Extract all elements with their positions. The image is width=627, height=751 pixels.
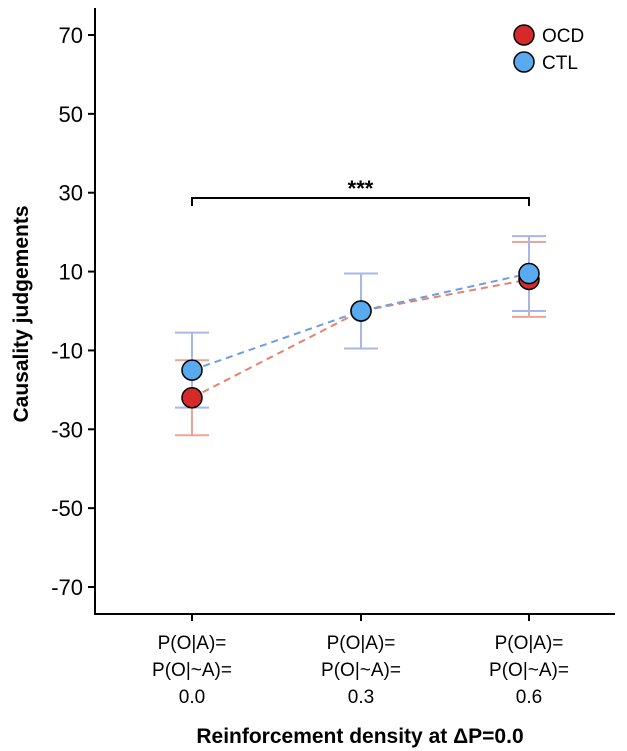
significance-annotation: *** <box>191 176 530 206</box>
ctl-legend-marker <box>513 51 535 73</box>
ctl-data-point <box>181 359 203 381</box>
y-ticks: 70 50 30 10 -10 -30 -50 -70 <box>51 23 95 600</box>
ctl-series-line <box>191 272 530 372</box>
x-tick-label: 0.3 <box>348 687 374 708</box>
legend: OCD CTL <box>513 24 584 74</box>
significance-bracket <box>191 197 530 206</box>
y-tick-label: 30 <box>59 181 83 206</box>
series-lines <box>191 272 530 399</box>
ocd-legend-label: OCD <box>542 26 584 47</box>
ctl-data-point <box>518 262 540 285</box>
y-tick-label: -50 <box>51 496 83 521</box>
x-tick-label: P(O|A)= <box>495 633 564 654</box>
y-tick-label: 70 <box>59 23 83 48</box>
y-tick-label: -10 <box>51 338 83 363</box>
y-tick-label: -70 <box>51 575 83 600</box>
y-tick-label: 50 <box>59 102 83 127</box>
ocd-legend-marker <box>513 24 535 46</box>
x-tick-label: P(O|~A)= <box>152 660 232 681</box>
series-layer <box>175 235 546 437</box>
ocd-data-point <box>181 386 203 409</box>
ocd-series-line <box>191 278 530 399</box>
y-tick-label: -30 <box>51 417 83 442</box>
x-tick-label: 0.6 <box>516 687 542 708</box>
y-tick-label: 10 <box>59 260 83 285</box>
x-ticks: P(O|A)= P(O|~A)= 0.0 P(O|A)= P(O|~A)= 0.3 P(O|… <box>152 614 569 708</box>
x-tick-label: P(O|A)= <box>158 633 227 654</box>
x-tick-label: P(O|~A)= <box>321 660 401 681</box>
x-tick-label: 0.0 <box>179 687 205 708</box>
series-points <box>181 262 540 409</box>
x-tick-label: P(O|A)= <box>327 633 396 654</box>
significance-stars: *** <box>348 176 374 201</box>
ctl-data-point <box>350 300 372 322</box>
x-axis-title: Reinforcement density at ΔP=0.0 <box>196 725 523 748</box>
y-axis-title: Causality judgements <box>10 205 33 422</box>
ctl-legend-label: CTL <box>542 53 578 74</box>
x-tick-label: P(O|~A)= <box>489 660 569 681</box>
error-bars <box>175 235 546 437</box>
